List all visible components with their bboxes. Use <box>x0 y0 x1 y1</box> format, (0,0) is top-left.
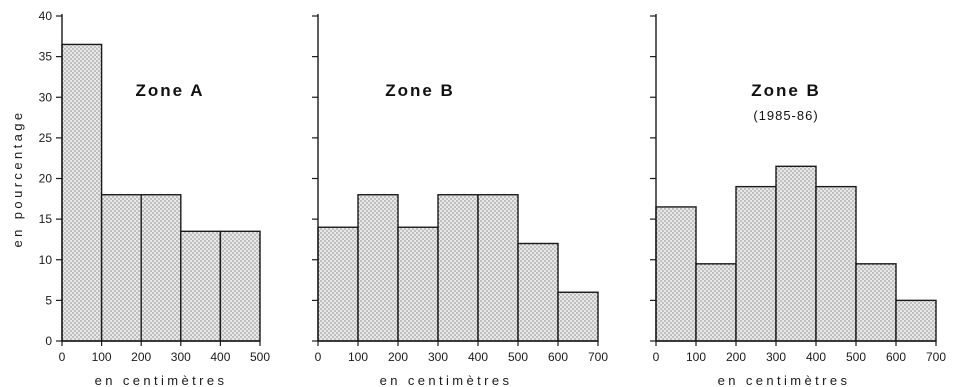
y-tick-label: 20 <box>39 172 53 186</box>
y-tick-label: 5 <box>45 293 52 307</box>
x-axis-label: en centimètres <box>95 373 228 387</box>
bar-5 <box>477 194 519 342</box>
y-tick-label: 30 <box>39 90 53 104</box>
bar-6 <box>855 263 897 342</box>
bar-1 <box>317 226 359 342</box>
x-tick-label: 600 <box>886 350 906 364</box>
chart-title: Zone B <box>751 81 821 100</box>
x-tick-label: 300 <box>766 350 786 364</box>
x-tick-label: 400 <box>806 350 826 364</box>
y-tick-label: 15 <box>39 212 53 226</box>
x-tick-label: 600 <box>548 350 568 364</box>
x-tick-label: 700 <box>926 350 946 364</box>
bar-4 <box>437 194 479 342</box>
y-axis-label: en pourcentage <box>10 110 25 248</box>
x-tick-label: 500 <box>508 350 528 364</box>
bar-4 <box>180 230 222 342</box>
x-tick-label: 400 <box>210 350 230 364</box>
x-axis-label: en centimètres <box>718 373 851 387</box>
bar-3 <box>140 194 182 342</box>
x-tick-label: 500 <box>846 350 866 364</box>
y-tick-label: 10 <box>39 253 53 267</box>
x-tick-label: 200 <box>388 350 408 364</box>
x-tick-label: 100 <box>348 350 368 364</box>
y-tick-label: 35 <box>39 50 53 64</box>
bar-4 <box>775 165 817 342</box>
bar-1 <box>61 43 103 342</box>
bar-1 <box>655 206 697 342</box>
bar-2 <box>695 263 737 342</box>
x-tick-label: 0 <box>653 350 660 364</box>
x-tick-label: 200 <box>726 350 746 364</box>
bar-2 <box>357 194 399 342</box>
x-tick-label: 200 <box>131 350 151 364</box>
bar-5 <box>219 230 261 342</box>
bar-7 <box>895 299 937 342</box>
x-tick-label: 400 <box>468 350 488 364</box>
y-tick-label: 0 <box>45 334 52 348</box>
bar-5 <box>815 185 857 342</box>
x-tick-label: 0 <box>315 350 322 364</box>
bar-6 <box>517 242 559 342</box>
bar-3 <box>735 185 777 342</box>
x-tick-label: 100 <box>92 350 112 364</box>
y-tick-label: 25 <box>39 131 53 145</box>
bar-2 <box>100 194 142 342</box>
x-tick-label: 100 <box>686 350 706 364</box>
histogram-panel-3: 0 100 200 300 400 500 600 700 en centimètres Zone… <box>650 14 946 387</box>
x-tick-label: 700 <box>588 350 608 364</box>
x-tick-label: 300 <box>171 350 191 364</box>
histogram-panel-2: 0 100 200 300 400 500 600 700 en centimètres Zone… <box>312 14 608 387</box>
x-tick-label: 500 <box>250 350 270 364</box>
chart-title: Zone B <box>385 81 455 100</box>
chart-title: Zone A <box>136 81 205 100</box>
bar-3 <box>397 226 439 342</box>
chart-subtitle: (1985-86) <box>753 108 818 123</box>
x-tick-label: 300 <box>428 350 448 364</box>
x-tick-label: 0 <box>59 350 66 364</box>
bar-7 <box>557 291 599 342</box>
y-tick-label: 40 <box>39 9 53 23</box>
x-axis-label: en centimètres <box>380 373 513 387</box>
